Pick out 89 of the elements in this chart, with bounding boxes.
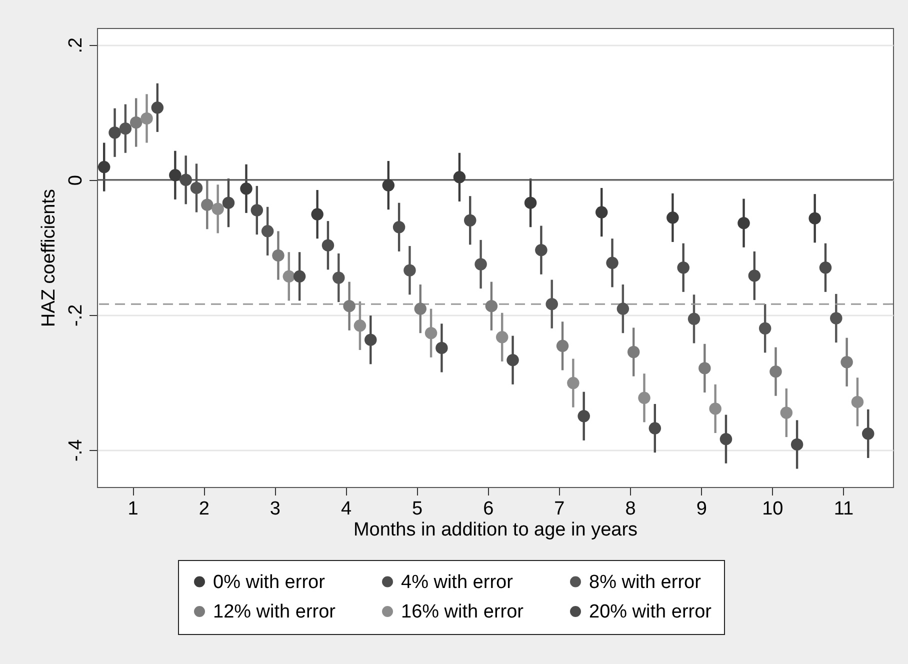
point — [758, 322, 772, 334]
point — [261, 225, 274, 238]
point — [474, 258, 487, 270]
point — [748, 270, 761, 282]
point — [485, 300, 498, 312]
point — [453, 171, 466, 184]
point — [496, 331, 508, 344]
y-axis-title: HAZ coefficients — [38, 189, 60, 327]
point — [616, 302, 630, 315]
legend-label: 4% with error — [401, 572, 514, 593]
legend-label: 20% with error — [589, 602, 712, 622]
point — [780, 406, 793, 419]
point — [677, 262, 690, 274]
y-tick-label: -.2 — [66, 304, 86, 326]
point — [392, 221, 406, 234]
y-tick-label: .2 — [66, 37, 86, 54]
legend-label: 8% with error — [589, 572, 702, 593]
point — [140, 112, 153, 125]
point — [840, 356, 853, 368]
point — [322, 239, 334, 252]
point — [293, 270, 306, 283]
point — [720, 432, 732, 446]
point — [851, 396, 864, 408]
point — [119, 122, 132, 135]
y-tick-label: 0 — [66, 175, 86, 186]
point — [169, 169, 182, 182]
x-tick-label: 5 — [412, 498, 423, 520]
x-tick-label: 6 — [483, 498, 494, 520]
point — [738, 216, 750, 230]
point — [311, 208, 324, 220]
point — [638, 392, 650, 404]
point — [556, 340, 569, 352]
point — [201, 198, 214, 211]
x-tick-label: 3 — [270, 498, 280, 520]
legend-label: 0% with error — [213, 572, 326, 593]
point — [808, 212, 821, 224]
point — [424, 326, 438, 340]
point — [108, 126, 121, 139]
point — [151, 102, 164, 114]
point — [595, 206, 608, 218]
point — [688, 312, 700, 326]
point — [819, 262, 832, 274]
point — [567, 376, 580, 390]
x-tick-label: 11 — [834, 498, 854, 520]
point — [606, 256, 618, 270]
point — [830, 312, 842, 324]
point — [240, 182, 252, 195]
point — [98, 160, 110, 174]
x-axis-title: Months in addition to age in years — [353, 520, 638, 540]
legend-label: 16% with error — [401, 602, 524, 622]
point — [222, 196, 235, 209]
x-tick-label: 7 — [554, 498, 565, 520]
point — [790, 438, 804, 451]
x-tick-label: 9 — [696, 498, 707, 520]
point — [627, 346, 640, 358]
point — [354, 320, 366, 332]
x-tick-label: 10 — [762, 498, 784, 520]
point — [709, 402, 722, 415]
point — [535, 244, 548, 256]
point — [698, 362, 711, 374]
point — [464, 214, 476, 226]
point — [770, 365, 782, 378]
point — [212, 202, 224, 216]
point — [578, 410, 590, 422]
point — [282, 270, 296, 283]
point — [250, 204, 264, 216]
point — [666, 212, 679, 224]
y-tick-label: -.4 — [66, 438, 86, 462]
point — [648, 422, 662, 434]
point — [414, 302, 426, 315]
point — [382, 179, 395, 192]
point — [332, 272, 345, 284]
x-tick-label: 2 — [198, 498, 210, 520]
point — [180, 174, 192, 186]
point — [272, 249, 284, 262]
x-tick-label: 4 — [340, 498, 352, 520]
point — [506, 354, 519, 366]
point — [546, 298, 558, 310]
point — [436, 342, 448, 354]
point — [862, 428, 874, 440]
point — [130, 116, 142, 129]
x-tick-label: 8 — [625, 498, 636, 520]
point — [190, 182, 203, 194]
point — [524, 196, 537, 209]
point — [404, 264, 416, 276]
point — [343, 300, 356, 312]
point — [364, 334, 377, 346]
x-tick-label: 1 — [128, 498, 138, 520]
legend-label: 12% with error — [213, 602, 336, 622]
